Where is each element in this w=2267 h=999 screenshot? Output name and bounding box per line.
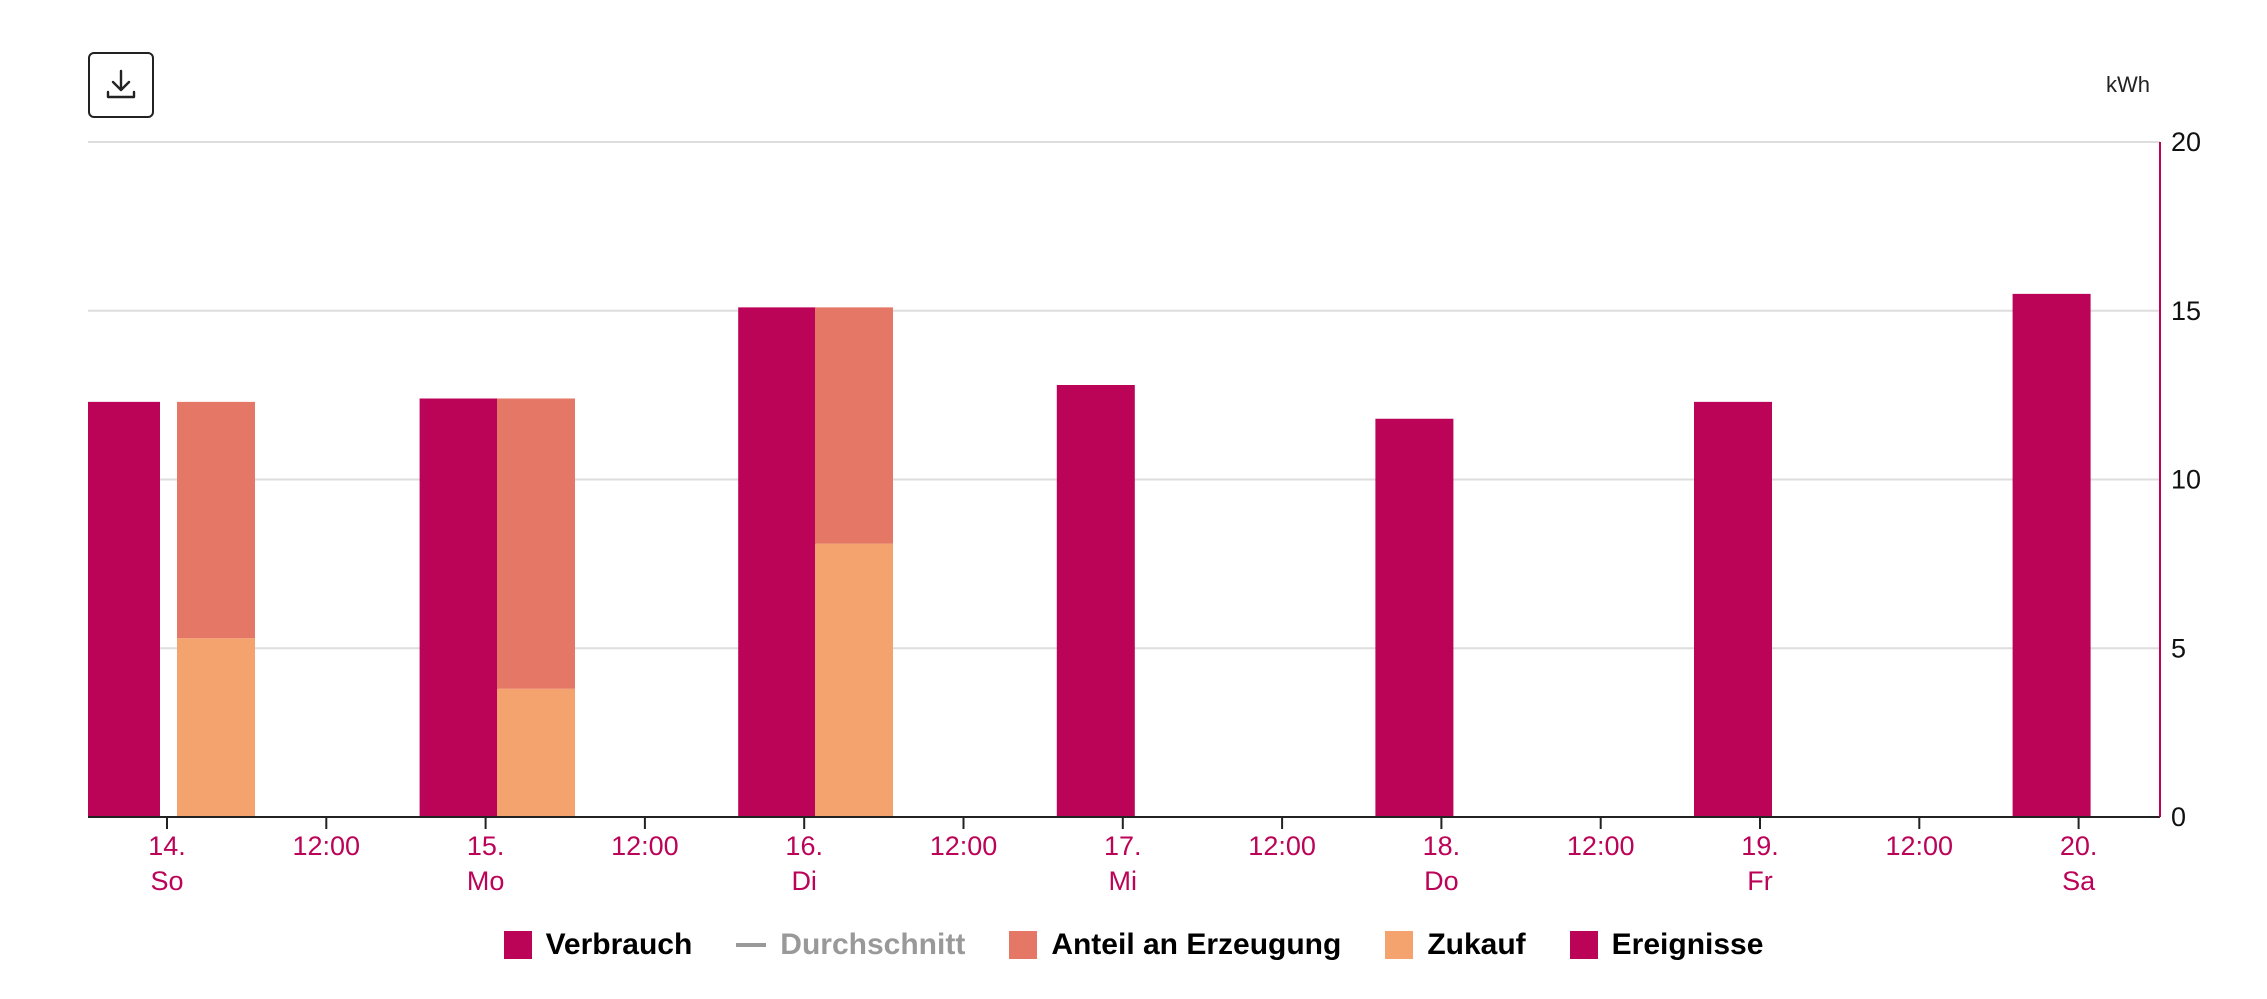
y-tick-label: 20 [2171, 127, 2201, 157]
x-tick-weekday-label: Fr [1747, 866, 1772, 896]
bar-anteil-erzeugung [815, 307, 893, 544]
bar-verbrauch [88, 401, 160, 817]
x-tick-label: 19. [1741, 831, 1779, 861]
legend-swatch [503, 931, 532, 959]
x-tick-label: 12:00 [930, 831, 998, 861]
legend-swatch [1385, 931, 1414, 959]
y-tick-label: 15 [2171, 296, 2201, 326]
download-button[interactable] [88, 52, 154, 118]
x-tick-label: 15. [467, 831, 505, 861]
x-tick-label: 12:00 [1248, 831, 1316, 861]
x-tick-label: 12:00 [1567, 831, 1635, 861]
legend-swatch [736, 943, 767, 947]
legend-item-verbrauch[interactable]: Verbrauch [503, 928, 693, 962]
x-tick-weekday-label: Sa [2062, 866, 2096, 896]
x-tick-label: 12:00 [1886, 831, 1954, 861]
x-tick-label: 17. [1104, 831, 1142, 861]
x-tick-weekday-label: Mo [467, 866, 505, 896]
x-tick-label: 16. [785, 831, 823, 861]
x-tick-weekday-label: So [150, 866, 183, 896]
bar-zukauf [815, 543, 893, 817]
bar-verbrauch [2012, 293, 2091, 817]
legend-label: Zukauf [1427, 928, 1526, 961]
legend-label: Verbrauch [545, 928, 693, 961]
y-tick-label: 0 [2171, 802, 2186, 832]
bar-anteil-erzeugung [177, 401, 255, 639]
x-tick-label: 18. [1423, 831, 1461, 861]
legend-swatch [1009, 931, 1038, 959]
x-tick-label: 14. [148, 831, 186, 861]
legend-swatch [1569, 931, 1598, 959]
legend-item-zukauf[interactable]: Zukauf [1385, 928, 1526, 962]
legend-label: Ereignisse [1611, 928, 1764, 961]
bar-verbrauch [1056, 385, 1135, 817]
legend-label: Durchschnitt [780, 928, 966, 961]
y-tick-label: 5 [2171, 633, 2186, 663]
y-axis-unit-label: kWh [2106, 72, 2150, 97]
y-tick-label: 10 [2171, 465, 2201, 495]
bar-zukauf [177, 638, 255, 817]
chart-legend: Verbrauch Durchschnitt Anteil an Erzeugung… [0, 928, 2267, 962]
x-tick-weekday-label: Mi [1109, 866, 1138, 896]
bar-zukauf [497, 688, 575, 817]
legend-item-anteil-an-erzeugung[interactable]: Anteil an Erzeugung [1009, 928, 1341, 962]
x-tick-label: 20. [2060, 831, 2098, 861]
bar-verbrauch [1375, 418, 1454, 817]
bar-verbrauch [419, 398, 498, 817]
legend-label: Anteil an Erzeugung [1051, 928, 1342, 961]
download-icon [106, 69, 136, 99]
x-tick-weekday-label: Di [791, 866, 817, 896]
bar-anteil-erzeugung [497, 398, 575, 689]
bar-verbrauch [738, 307, 817, 817]
legend-item-ereignisse[interactable]: Ereignisse [1569, 928, 1764, 962]
bar-verbrauch [1694, 401, 1772, 817]
legend-item-durchschnitt[interactable]: Durchschnitt [736, 928, 965, 962]
x-tick-label: 12:00 [293, 831, 361, 861]
x-tick-weekday-label: Do [1424, 866, 1459, 896]
x-tick-label: 12:00 [611, 831, 679, 861]
